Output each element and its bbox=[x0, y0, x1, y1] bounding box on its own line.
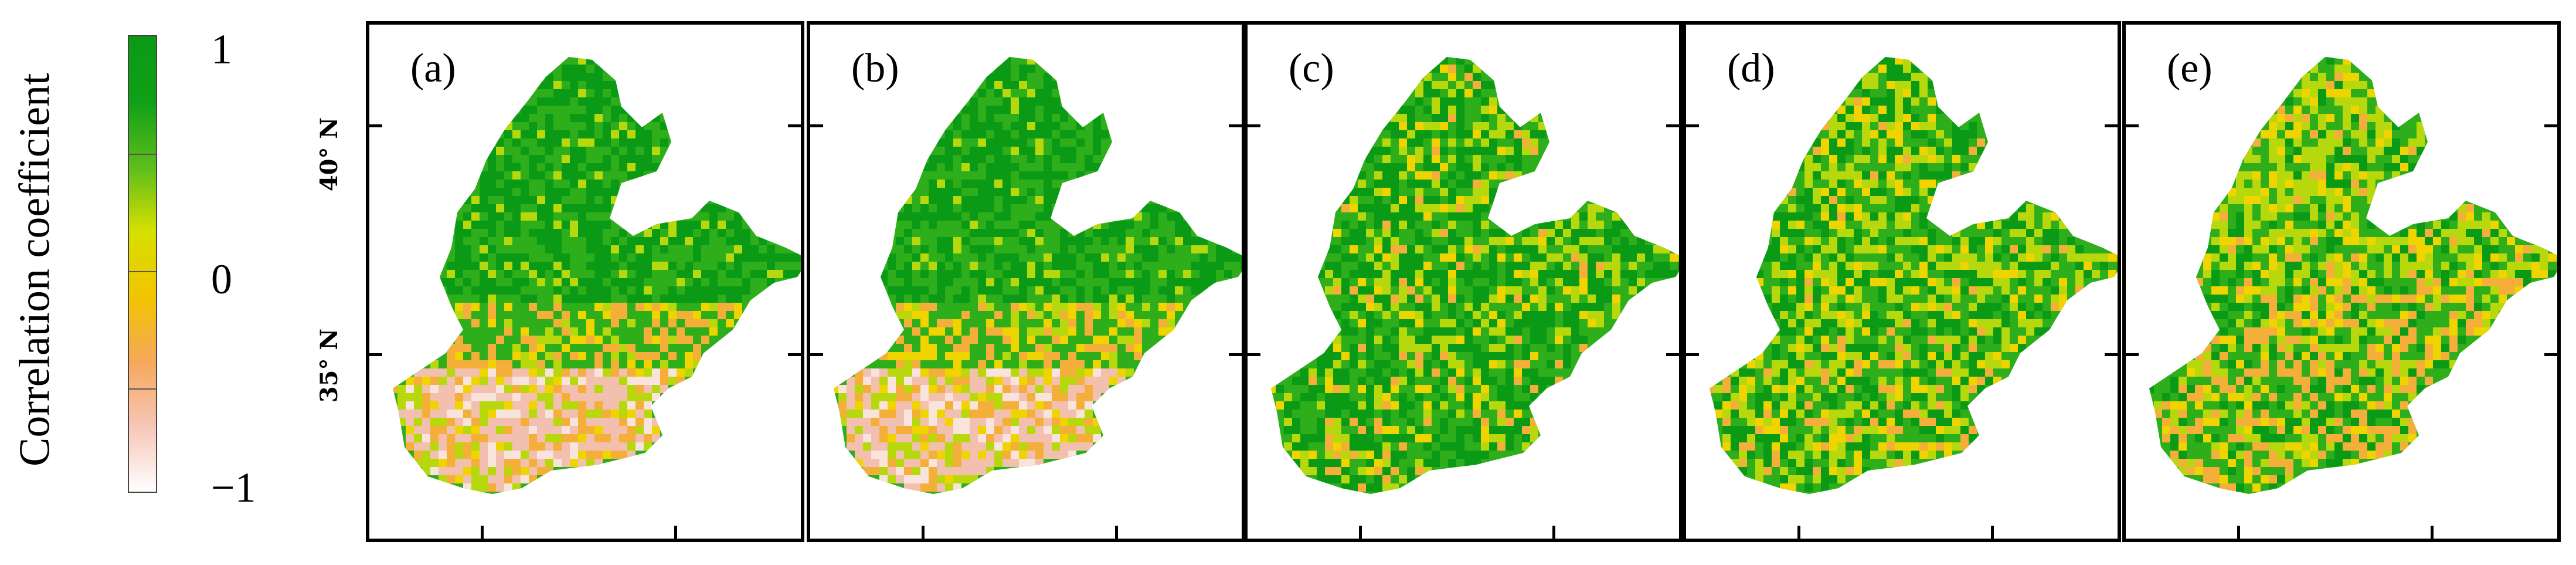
correlation-pixels bbox=[1271, 57, 1679, 492]
colorbar bbox=[128, 35, 157, 493]
correlation-map bbox=[1271, 57, 1679, 494]
latitude-label-40: 40° N bbox=[315, 117, 343, 192]
axis-tick bbox=[481, 526, 484, 539]
map-panel: (a) bbox=[366, 21, 804, 542]
axis-tick bbox=[1686, 124, 1699, 127]
colorbar-tick bbox=[129, 271, 156, 272]
axis-tick bbox=[2126, 353, 2139, 356]
panel-label: (a) bbox=[410, 46, 456, 91]
axis-tick bbox=[2544, 124, 2557, 127]
axis-tick bbox=[788, 353, 801, 356]
axis-tick bbox=[2105, 353, 2118, 356]
axis-tick bbox=[1686, 353, 1699, 356]
map-panel: (e) bbox=[2122, 21, 2561, 542]
panel-label: (e) bbox=[2167, 46, 2213, 91]
axis-tick bbox=[1229, 124, 1242, 127]
axis-tick bbox=[922, 526, 925, 539]
axis-tick bbox=[810, 124, 823, 127]
colorbar-label-max: 1 bbox=[211, 26, 232, 73]
correlation-pixels bbox=[1710, 57, 2118, 492]
correlation-map bbox=[393, 57, 801, 494]
axis-tick bbox=[810, 353, 823, 356]
axis-tick bbox=[788, 124, 801, 127]
latitude-label-35: 35° N bbox=[315, 329, 343, 403]
correlation-map bbox=[2149, 57, 2557, 494]
correlation-pixels bbox=[834, 57, 1242, 492]
axis-tick bbox=[1115, 526, 1118, 539]
map-panel: (d) bbox=[1683, 21, 2121, 542]
axis-tick bbox=[1248, 124, 1260, 127]
map-panel: (c) bbox=[1244, 21, 1683, 542]
correlation-pixels bbox=[2149, 57, 2557, 492]
correlation-map bbox=[834, 57, 1242, 494]
colorbar-tick bbox=[129, 388, 156, 390]
axis-tick bbox=[369, 353, 382, 356]
panel-label: (b) bbox=[851, 46, 899, 91]
axis-tick bbox=[1552, 526, 1555, 539]
axis-tick bbox=[1797, 526, 1800, 539]
colorbar-label-mid: 0 bbox=[211, 256, 232, 303]
axis-tick bbox=[2126, 124, 2139, 127]
axis-tick bbox=[2237, 526, 2240, 539]
panel-label: (c) bbox=[1289, 46, 1334, 91]
map-panel: (b) bbox=[807, 21, 1245, 542]
correlation-map bbox=[1710, 57, 2118, 494]
axis-tick bbox=[2431, 526, 2434, 539]
axis-tick bbox=[369, 124, 382, 127]
axis-tick bbox=[1666, 353, 1679, 356]
axis-tick bbox=[2544, 353, 2557, 356]
axis-tick bbox=[1359, 526, 1362, 539]
colorbar-title: Correlation coefficient bbox=[11, 73, 59, 467]
colorbar-tick bbox=[129, 154, 156, 155]
axis-tick bbox=[1248, 353, 1260, 356]
axis-tick bbox=[1666, 124, 1679, 127]
colorbar-label-min: −1 bbox=[211, 464, 256, 511]
panel-label: (d) bbox=[1727, 46, 1775, 91]
axis-tick bbox=[1991, 526, 1994, 539]
axis-tick bbox=[2105, 124, 2118, 127]
axis-tick bbox=[1229, 353, 1242, 356]
correlation-pixels bbox=[393, 57, 801, 492]
axis-tick bbox=[674, 526, 677, 539]
